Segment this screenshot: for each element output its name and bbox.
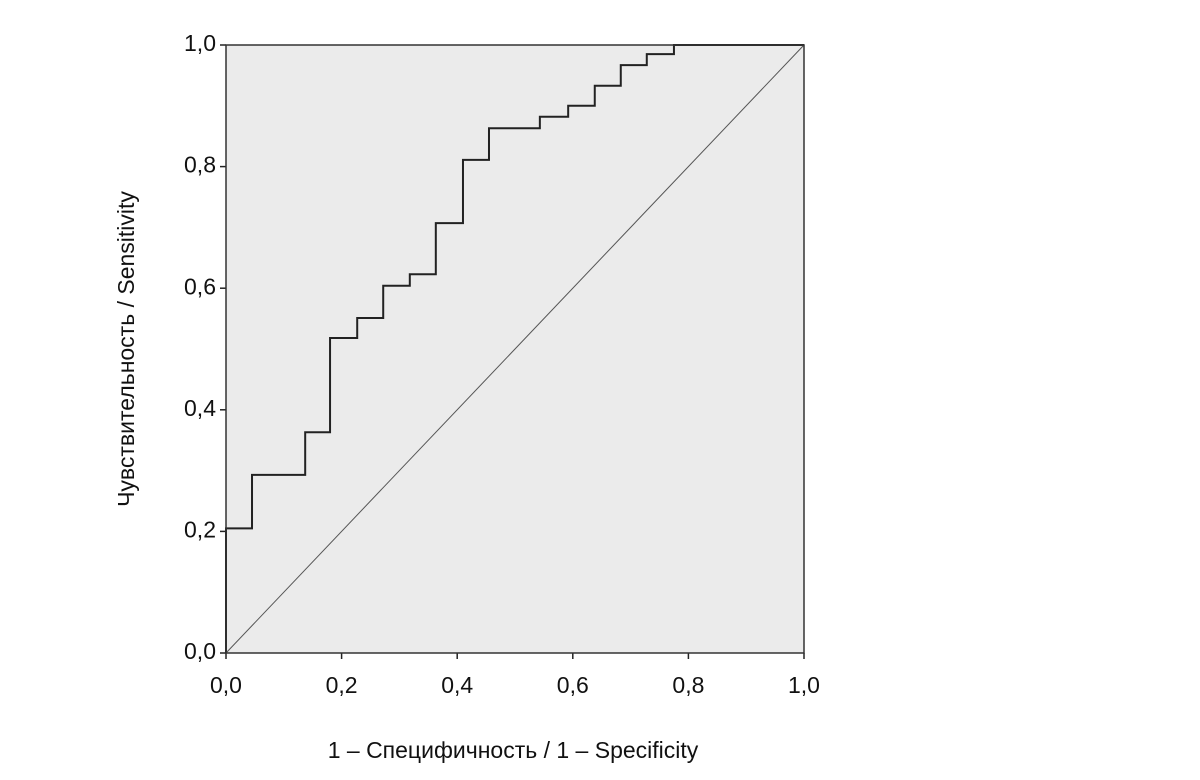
y-tick-label: 0,2 [184,516,216,542]
x-axis-label: 1 – Специфичность / 1 – Specificity [328,737,699,763]
line-series [225,44,804,653]
y-tick-label: 0,6 [184,273,216,299]
y-axis-label: Чувствительность / Sensitivity [113,191,139,507]
y-tick-label: 0,0 [184,638,216,664]
x-tick-label: 0,0 [210,672,242,698]
x-tick-label: 0,8 [672,672,704,698]
y-tick-label: 1,0 [184,30,216,56]
y-tick-label: 0,8 [184,152,216,178]
x-tick-label: 0,4 [441,672,473,698]
y-tick-label: 0,4 [184,395,216,421]
plot-frame [225,44,805,654]
x-tick-label: 0,6 [557,672,589,698]
x-tick-label: 1,0 [788,672,820,698]
line-series [225,44,805,654]
x-tick-label: 0,2 [326,672,358,698]
